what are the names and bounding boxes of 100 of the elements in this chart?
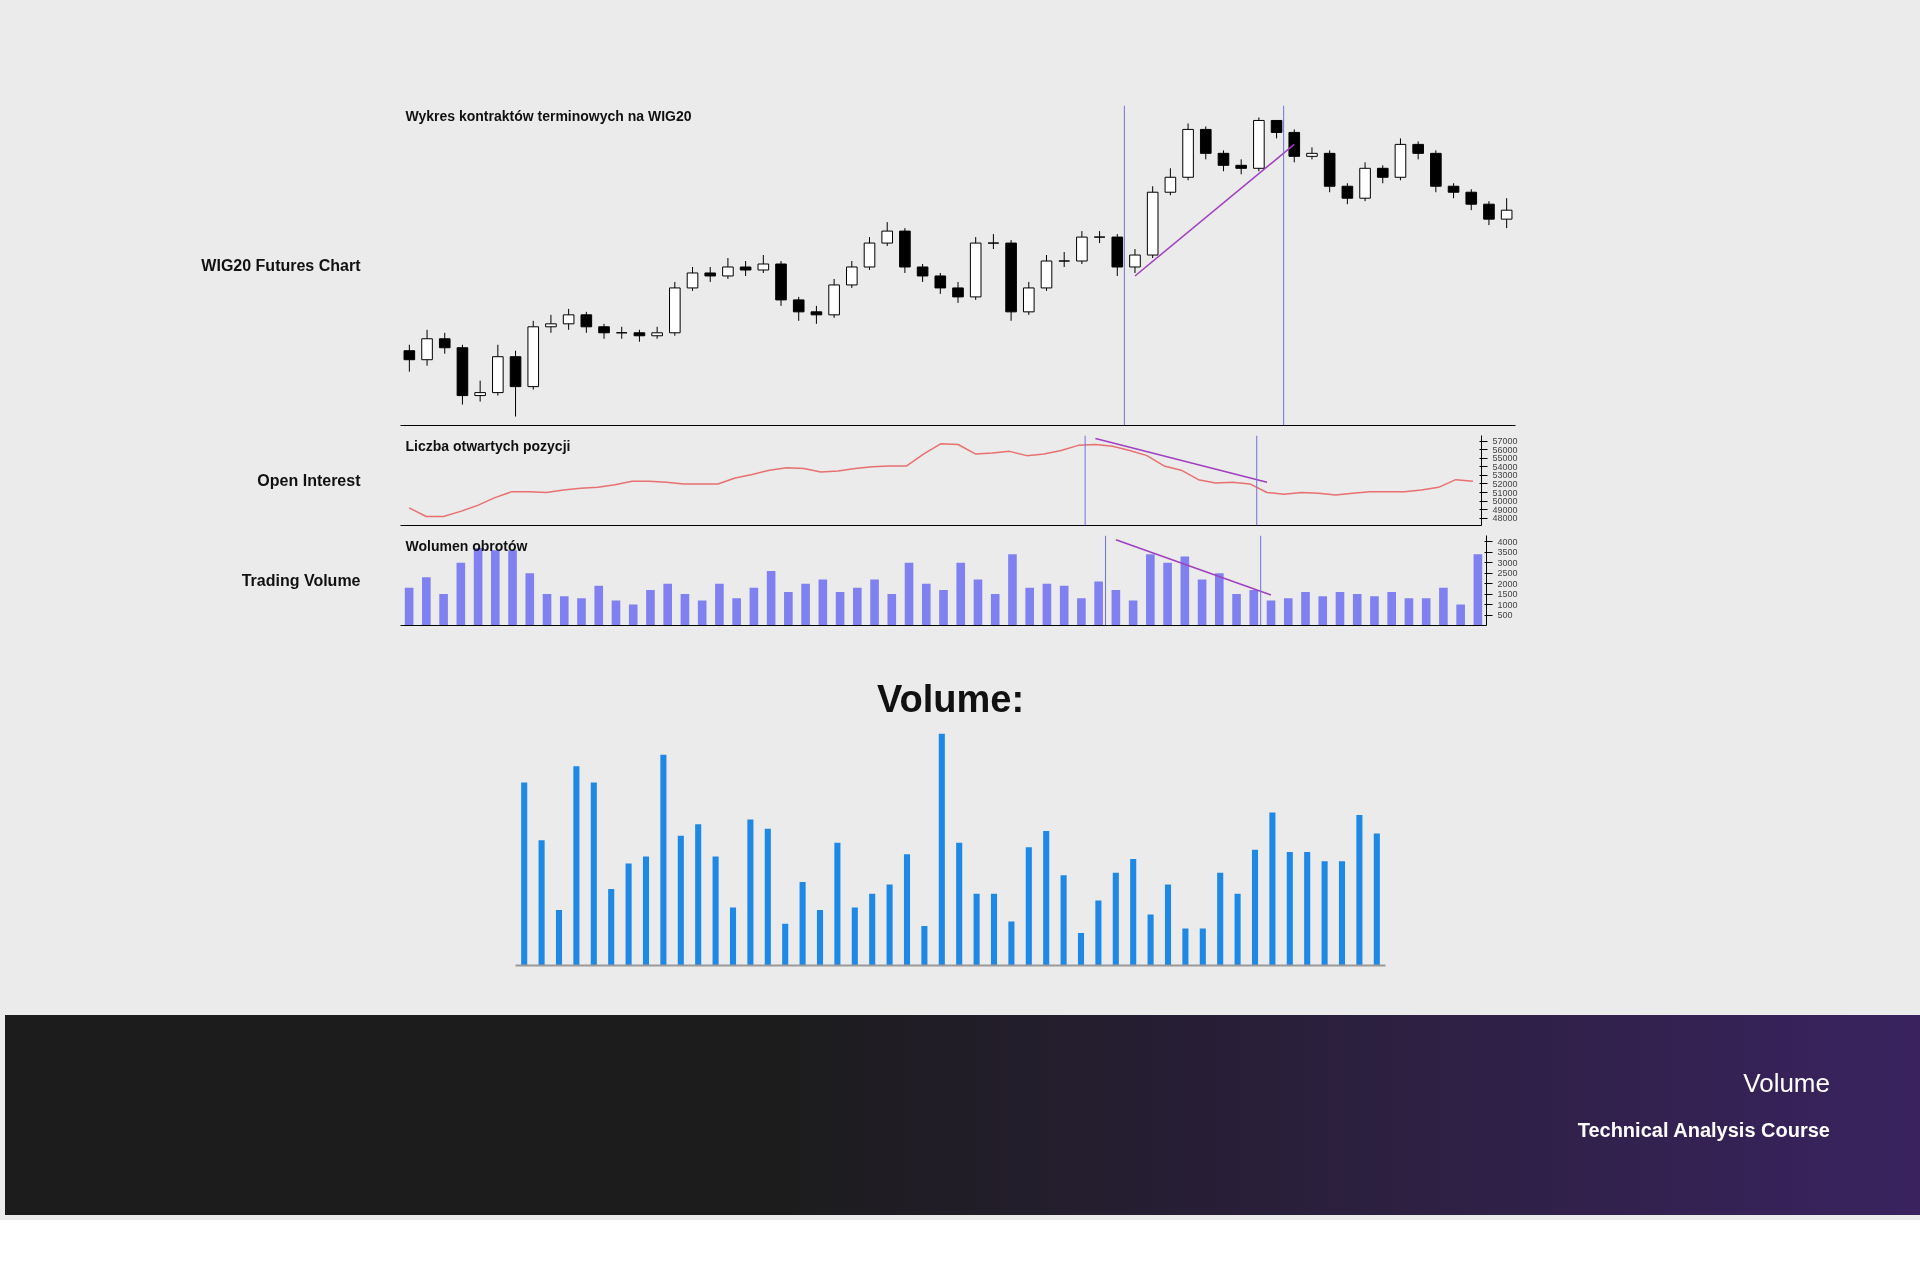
bar: [870, 579, 879, 626]
candlestick: [722, 257, 734, 280]
bar: [1286, 851, 1293, 966]
y-tick-label: 50000: [1492, 496, 1518, 507]
bar: [1147, 914, 1154, 966]
bar: [1232, 594, 1241, 626]
candlestick: [562, 308, 575, 331]
bar: [1008, 554, 1017, 626]
bar: [538, 840, 545, 966]
bar: [1128, 600, 1138, 626]
text: WIG20 Futures Chart: [201, 257, 362, 274]
candlestick: [580, 311, 593, 334]
candlestick: [881, 221, 894, 247]
candlestick: [934, 272, 947, 295]
candlestick: [1217, 149, 1230, 172]
bar: [404, 587, 414, 626]
y-tick-label: 48000: [1492, 513, 1518, 524]
candlestick: [545, 314, 557, 334]
bar: [887, 594, 897, 626]
bar: [1077, 933, 1085, 966]
bar: [835, 592, 845, 626]
candlestick: [1465, 188, 1478, 211]
bar: [715, 583, 724, 626]
candlestick: [1341, 182, 1354, 205]
bar: [663, 583, 672, 626]
bar: [677, 835, 684, 966]
bar: [801, 583, 810, 626]
bar: [697, 600, 707, 626]
bar: [1439, 587, 1448, 626]
text: Technical Analysis Course: [1577, 1118, 1830, 1144]
bar: [1404, 598, 1414, 626]
bar: [1164, 884, 1172, 966]
bar: [1130, 858, 1137, 966]
candlestick: [598, 323, 610, 340]
bar: [525, 573, 535, 626]
bar: [853, 587, 862, 626]
y-tick-label: 57000: [1492, 436, 1518, 447]
bar: [1269, 812, 1276, 966]
y-tick-label: 51000: [1492, 487, 1518, 498]
bar: [764, 828, 771, 966]
y-tick-label: 4000: [1497, 536, 1518, 547]
bar: [611, 600, 621, 626]
bar: [1180, 556, 1190, 626]
bar: [590, 782, 597, 966]
y-tick-label: 3500: [1497, 547, 1518, 558]
bar: [903, 854, 911, 966]
bar: [1094, 581, 1103, 626]
bar: [1182, 928, 1189, 966]
bar: [1043, 831, 1050, 966]
bar: [1321, 861, 1328, 966]
bar: [1251, 849, 1259, 966]
bar: [594, 585, 604, 626]
bar: [729, 907, 737, 966]
candlestick: [792, 296, 805, 322]
y-tick-label: 2000: [1497, 578, 1518, 589]
candlestick: [615, 326, 628, 340]
bar: [625, 863, 632, 966]
y-tick-label: 1000: [1497, 599, 1518, 610]
bar: [1060, 875, 1067, 966]
bar: [921, 583, 931, 626]
y-tick-label: 49000: [1492, 504, 1518, 515]
y-tick-label: 53000: [1492, 470, 1518, 481]
text: Trading Volume: [241, 572, 361, 589]
bar: [818, 579, 828, 626]
bar: [1217, 872, 1224, 966]
bar: [439, 594, 448, 626]
line-series: [408, 442, 1474, 518]
y-tick-label: 52000: [1492, 478, 1518, 489]
candlestick: [1288, 128, 1301, 163]
bar: [1112, 872, 1119, 966]
bar: [834, 842, 841, 966]
bar: [869, 893, 876, 966]
bar: [628, 604, 638, 626]
bar: [1387, 592, 1396, 626]
bar: [1146, 554, 1155, 626]
bar: [784, 592, 793, 626]
y-tick-label: 500: [1497, 610, 1513, 621]
bar: [747, 819, 754, 966]
bar: [1215, 573, 1224, 626]
bar: [1008, 921, 1015, 966]
bar: [542, 594, 552, 626]
bar: [904, 562, 914, 626]
chart-subtitle: Wolumen obrotów: [405, 537, 528, 554]
bar: [1077, 598, 1086, 626]
bar: [712, 856, 719, 966]
bar: [1025, 587, 1034, 626]
candlestick: [1500, 197, 1513, 229]
candlestick: [1022, 281, 1035, 316]
bar: [938, 733, 945, 966]
bar: [1283, 598, 1293, 626]
y-tick-label: 3000: [1497, 557, 1518, 568]
bar: [508, 550, 517, 626]
text: Open Interest: [257, 472, 362, 489]
bar: [1025, 847, 1032, 966]
bar: [1095, 900, 1102, 966]
bar: [1356, 814, 1363, 966]
bar: [642, 856, 650, 966]
bar: [1304, 851, 1311, 966]
candlestick: [1129, 248, 1141, 274]
bar: [608, 889, 615, 966]
